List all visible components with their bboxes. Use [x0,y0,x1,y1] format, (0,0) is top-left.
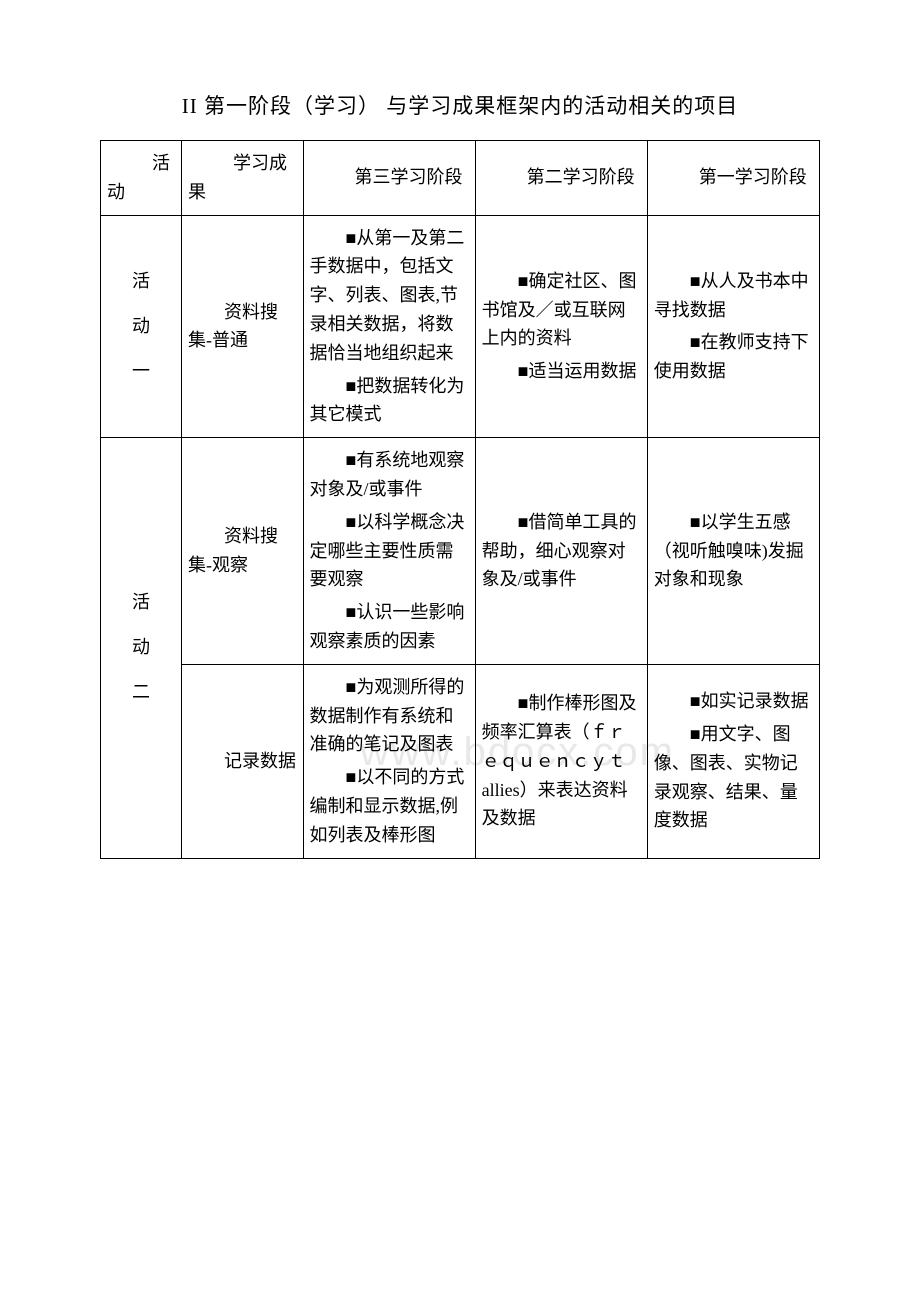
bullet-item: ■以科学概念决定哪些主要性质需要观察 [310,508,469,594]
stage3-cell: ■有系统地观察对象及/或事件 ■以科学概念决定哪些主要性质需要观察 ■认识一些影… [303,438,475,665]
outcome-cell: 资料搜集-观察 [182,438,304,665]
bullet-item: ■在教师支持下使用数据 [654,328,813,386]
stage2-cell: ■确定社区、图书馆及／或互联网上内的资料 ■适当运用数据 [475,215,647,438]
stage1-cell: ■如实记录数据 ■用文字、图像、图表、实物记录观察、结果、量度数据 [647,664,819,858]
bullet-item: ■从人及书本中寻找数据 [654,267,813,325]
header-stage1: 第一学习阶段 [647,141,819,216]
stage2-cell: ■借简单工具的帮助，细心观察对象及/或事件 [475,438,647,665]
bullet-item: ■确定社区、图书馆及／或互联网上内的资料 [482,267,641,353]
table-row: 记录数据 ■为观测所得的数据制作有系统和准确的笔记及图表 ■以不同的方式编制和显… [101,664,820,858]
bullet-item: ■用文字、图像、图表、实物记录观察、结果、量度数据 [654,720,813,835]
bullet-item: ■以学生五感（视听触嗅味)发掘对象和现象 [654,508,813,594]
bullet-item: ■从第一及第二手数据中，包括文字、列表、图表,节录相关数据，将数据恰当地组织起来 [310,224,469,368]
table-header-row: 活动 学习成果 第三学习阶段 第二学习阶段 第一学习阶段 [101,141,820,216]
learning-activities-table: 活动 学习成果 第三学习阶段 第二学习阶段 第一学习阶段 活 动 一 资料搜集-… [100,140,820,859]
page-container: www.bdocx.com II 第一阶段（学习） 与学习成果框架内的活动相关的… [100,90,820,859]
header-stage2: 第二学习阶段 [475,141,647,216]
header-activity: 活动 [101,141,182,216]
bullet-item: ■把数据转化为其它模式 [310,372,469,430]
activity-1-label: 活 动 一 [101,215,182,438]
header-stage3: 第三学习阶段 [303,141,475,216]
stage1-cell: ■从人及书本中寻找数据 ■在教师支持下使用数据 [647,215,819,438]
activity-2-label: 活 动 二 [101,438,182,858]
outcome-cell: 资料搜集-普通 [182,215,304,438]
outcome-cell: 记录数据 [182,664,304,858]
page-title: II 第一阶段（学习） 与学习成果框架内的活动相关的项目 [100,90,820,120]
bullet-item: ■制作棒形图及频率汇算表（ｆｒｅｑｕｅｎｃｙｔallies）来表达资料及数据 [482,689,641,833]
header-outcome: 学习成果 [182,141,304,216]
table-row: 活 动 一 资料搜集-普通 ■从第一及第二手数据中，包括文字、列表、图表,节录相… [101,215,820,438]
table-row: 活 动 二 资料搜集-观察 ■有系统地观察对象及/或事件 ■以科学概念决定哪些主… [101,438,820,665]
stage3-cell: ■从第一及第二手数据中，包括文字、列表、图表,节录相关数据，将数据恰当地组织起来… [303,215,475,438]
bullet-item: ■以不同的方式编制和显示数据,例如列表及棒形图 [310,763,469,849]
bullet-item: ■适当运用数据 [482,357,641,386]
bullet-item: ■如实记录数据 [654,687,813,716]
stage2-cell: ■制作棒形图及频率汇算表（ｆｒｅｑｕｅｎｃｙｔallies）来表达资料及数据 [475,664,647,858]
bullet-item: ■为观测所得的数据制作有系统和准确的笔记及图表 [310,673,469,759]
bullet-item: ■认识一些影响观察素质的因素 [310,598,469,656]
stage3-cell: ■为观测所得的数据制作有系统和准确的笔记及图表 ■以不同的方式编制和显示数据,例… [303,664,475,858]
stage1-cell: ■以学生五感（视听触嗅味)发掘对象和现象 [647,438,819,665]
bullet-item: ■有系统地观察对象及/或事件 [310,446,469,504]
bullet-item: ■借简单工具的帮助，细心观察对象及/或事件 [482,508,641,594]
